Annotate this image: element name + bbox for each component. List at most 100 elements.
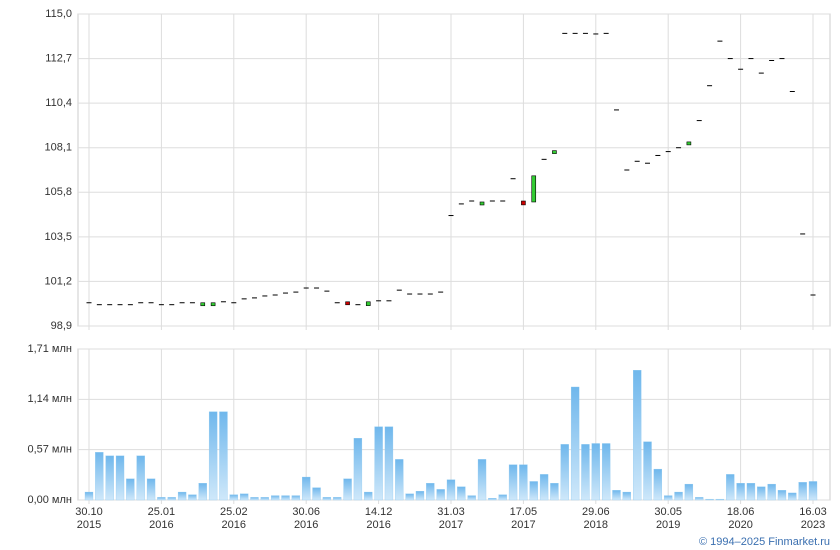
- volume-bar: [560, 444, 569, 501]
- volume-bar: [498, 494, 507, 501]
- candle: [686, 141, 692, 146]
- volume-bar: [250, 497, 259, 501]
- y-tick-label: 0,00 млн: [27, 494, 72, 506]
- volume-bar: [550, 483, 559, 501]
- volume-bar: [746, 483, 756, 501]
- volume-bar: [312, 487, 321, 501]
- volume-bar: [208, 411, 218, 501]
- volume-bar: [126, 478, 135, 501]
- volume-bar: [674, 491, 683, 501]
- volume-bar: [405, 493, 414, 501]
- volume-bar: [177, 491, 187, 501]
- volume-bar: [136, 455, 145, 501]
- volume-bar: [581, 444, 590, 501]
- volume-bar: [146, 478, 156, 501]
- volume-bar: [260, 497, 269, 501]
- volume-bar: [653, 468, 663, 501]
- volume-bar: [539, 474, 549, 501]
- volume-bar: [633, 370, 642, 501]
- volume-bar: [95, 452, 104, 501]
- volume-bar: [436, 489, 445, 501]
- volume-bar: [777, 490, 787, 501]
- y-tick-label: 112,7: [45, 52, 72, 64]
- x-tick-label: 16.03 2023: [799, 506, 827, 531]
- volume-bar: [529, 481, 538, 501]
- y-tick-label: 103,5: [44, 231, 72, 243]
- volume-bar: [291, 495, 301, 501]
- y-tick-label: 1,14 млн: [27, 393, 72, 405]
- volume-bar: [705, 498, 714, 501]
- volume-bar: [664, 495, 673, 501]
- volume-bar: [519, 464, 528, 501]
- volume-bar: [157, 497, 166, 501]
- volume-bar: [219, 411, 228, 501]
- volume-bar: [84, 491, 94, 501]
- volume-bar: [333, 497, 342, 501]
- x-tick-label: 30.05 2019: [654, 506, 682, 531]
- volume-bar: [643, 441, 652, 501]
- x-tick-label: 17.05 2017: [509, 506, 538, 531]
- y-tick-label: 0,57 млн: [27, 444, 72, 456]
- volume-bar: [684, 483, 694, 501]
- volume-bar: [488, 498, 497, 501]
- candle: [345, 301, 350, 306]
- y-tick-label: 1,71 млн: [27, 343, 72, 355]
- volume-bar: [167, 497, 176, 501]
- volume-bar: [343, 478, 352, 501]
- x-tick-label: 25.02 2016: [220, 506, 248, 531]
- volume-bar: [798, 482, 807, 501]
- volume-bar: [302, 476, 311, 501]
- candle: [479, 201, 485, 206]
- volume-bar: [788, 492, 797, 501]
- credit: © 1994–2025 Finmarket.ru: [698, 536, 830, 548]
- volume-bar: [767, 483, 776, 501]
- volume-bar: [695, 497, 704, 501]
- volume-bar: [188, 494, 197, 501]
- volume-bar: [736, 483, 745, 501]
- volume-bar: [229, 494, 238, 501]
- volume-bar: [395, 459, 404, 501]
- volume-bar: [322, 497, 332, 501]
- x-tick-label: 30.10 2015: [75, 506, 103, 531]
- volume-bar: [591, 443, 600, 501]
- volume-bar: [415, 491, 425, 501]
- volume-bar: [457, 486, 466, 501]
- volume-bar: [612, 490, 621, 501]
- volume-bar: [477, 459, 487, 501]
- x-tick-label: 30.06 2016: [292, 506, 320, 531]
- candle: [365, 301, 371, 306]
- y-tick-label: 115,0: [45, 8, 72, 20]
- y-tick-label: 105,8: [44, 186, 72, 198]
- volume-frame: [77, 348, 831, 501]
- volume-bar: [384, 426, 394, 501]
- volume-bar: [353, 438, 363, 501]
- volume-bar: [374, 426, 383, 501]
- candle: [531, 175, 537, 203]
- volume-bar: [622, 491, 631, 501]
- x-tick-label: 18.06 2020: [726, 506, 755, 531]
- volume-bar: [508, 464, 518, 501]
- volume-bar: [808, 481, 818, 501]
- volume-bar: [271, 495, 280, 501]
- volume-bar: [198, 483, 207, 501]
- volume-bar: [467, 495, 476, 501]
- volume-bar: [364, 491, 373, 501]
- candle: [210, 302, 216, 307]
- volume-bar: [105, 455, 114, 501]
- volume-bar: [757, 486, 766, 501]
- x-tick-label: 25.01 2016: [147, 506, 176, 531]
- y-tick-label: 108,1: [44, 142, 72, 154]
- volume-bar: [239, 493, 249, 501]
- volume-bar: [715, 498, 725, 501]
- candle: [521, 200, 526, 206]
- x-tick-label: 14.12 2016: [364, 506, 393, 531]
- volume-bar: [426, 483, 435, 501]
- volume-bar: [115, 455, 125, 501]
- price-frame: [77, 13, 831, 327]
- y-tick-label: 101,2: [44, 275, 72, 287]
- volume-bar: [726, 474, 735, 501]
- x-tick-label: 31.03 2017: [437, 506, 465, 531]
- volume-bar: [570, 386, 580, 501]
